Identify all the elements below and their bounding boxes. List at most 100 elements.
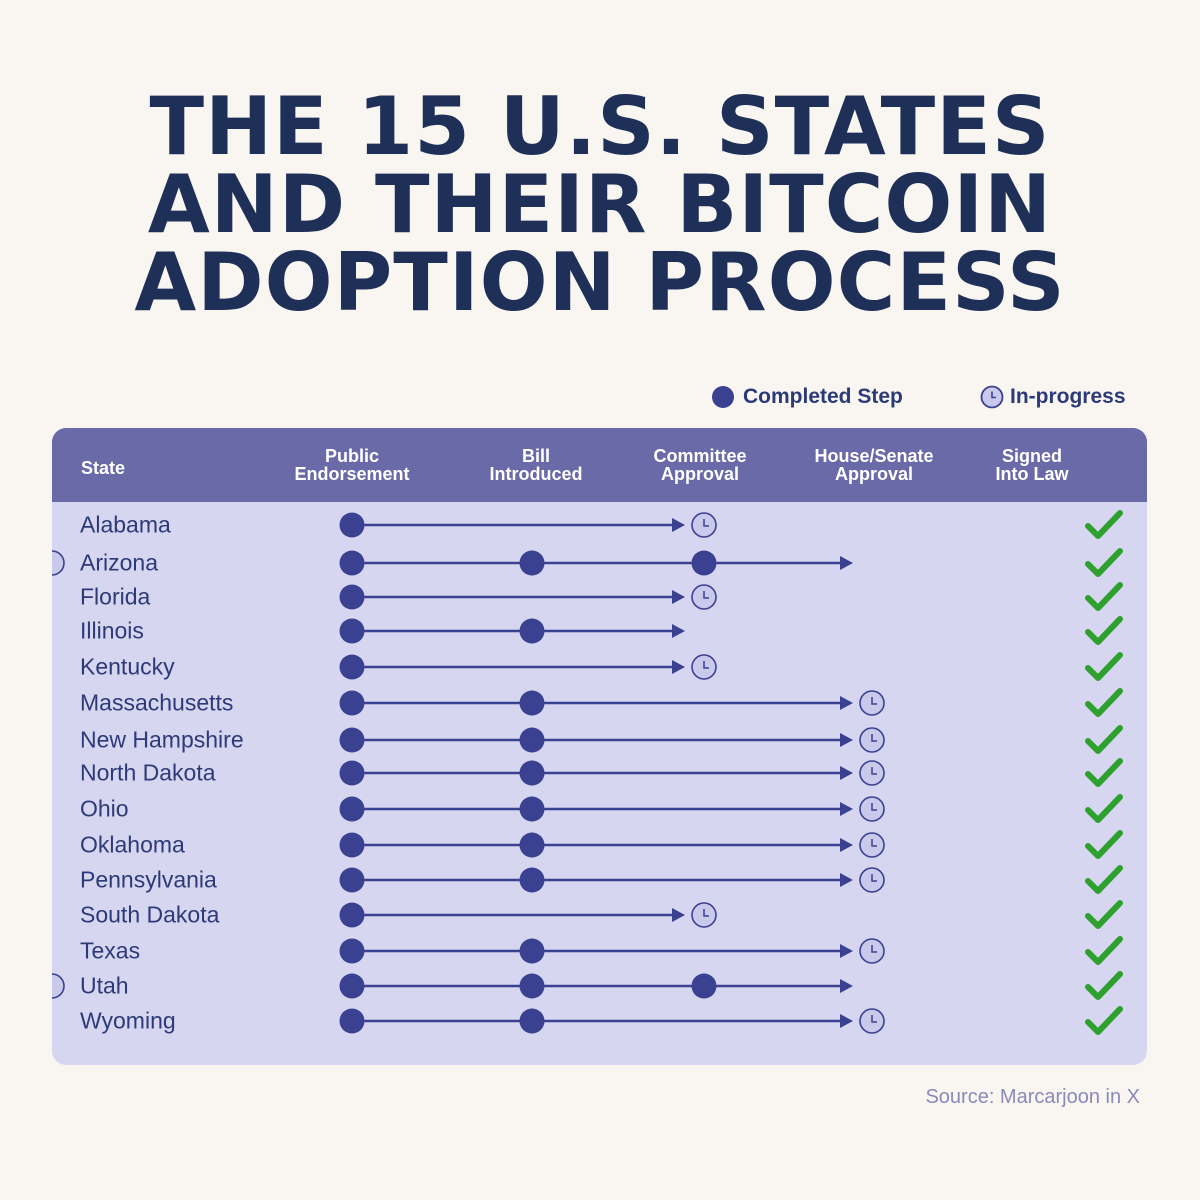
legend-completed-label: Completed Step	[743, 385, 903, 408]
arrow-head	[840, 802, 853, 816]
state-name: Pennsylvania	[80, 866, 217, 893]
clock-icon	[980, 385, 1004, 409]
clock-hands	[703, 909, 709, 917]
header-committee-approval: Committee Approval	[653, 446, 747, 484]
state-name: Illinois	[80, 617, 144, 644]
check-icon	[1085, 830, 1123, 859]
check-icon	[1085, 510, 1123, 539]
state-name: Massachusetts	[80, 689, 234, 716]
state-name: Ohio	[80, 795, 129, 822]
completed-step-dot	[339, 760, 365, 786]
completed-step-dot	[519, 760, 545, 786]
arrow-head	[840, 556, 853, 570]
completed-step-dot	[339, 618, 365, 644]
check-icon	[1085, 548, 1123, 577]
check-icon	[1085, 865, 1123, 894]
arrow-head	[840, 1014, 853, 1028]
state-name: Florida	[80, 583, 151, 610]
legend-in-progress: In-progress	[980, 382, 1126, 412]
completed-step-dot	[339, 654, 365, 680]
header-state: State	[81, 458, 126, 478]
completed-step-dot	[339, 867, 365, 893]
check-icon	[1085, 900, 1123, 929]
clock-icon	[52, 550, 65, 576]
completed-step-dot	[519, 867, 545, 893]
header-bill-introduced: Bill Introduced	[489, 446, 583, 484]
state-name: Wyoming	[80, 1007, 176, 1034]
page-title: THE 15 U.S. STATES AND THEIR BITCOIN ADO…	[0, 80, 1200, 323]
state-name: Oklahoma	[80, 831, 185, 858]
clock-hands	[871, 1015, 877, 1023]
arrow-head	[840, 838, 853, 852]
check-icon	[1085, 652, 1123, 681]
adoption-table: State Public Endorsement Bill Introduced…	[52, 428, 1147, 1065]
completed-step-dot	[339, 796, 365, 822]
table-header: State Public Endorsement Bill Introduced…	[52, 428, 1147, 502]
clock-hands	[703, 591, 709, 599]
completed-step-dot	[519, 1008, 545, 1034]
check-icon	[1085, 971, 1123, 1000]
check-icon	[1085, 1006, 1123, 1035]
check-icon	[1085, 725, 1123, 754]
check-icon	[1085, 936, 1123, 965]
completed-step-dot	[339, 938, 365, 964]
completed-step-dot	[339, 832, 365, 858]
completed-step-dot	[339, 550, 365, 576]
completed-step-dot	[519, 690, 545, 716]
header-signed-into-law: Signed Into Law	[995, 446, 1069, 484]
arrow-head	[672, 660, 685, 674]
check-icon	[1085, 616, 1123, 645]
arrow-head	[840, 944, 853, 958]
clock-hands	[871, 697, 877, 705]
state-name: Alabama	[80, 511, 171, 538]
completed-step-dot	[339, 690, 365, 716]
completed-step-dot	[691, 973, 717, 999]
arrow-head	[672, 590, 685, 604]
completed-step-dot	[519, 973, 545, 999]
state-name: South Dakota	[80, 901, 220, 928]
header-public-endorsement: Public Endorsement	[294, 446, 410, 484]
arrow-head	[672, 908, 685, 922]
completed-step-dot	[339, 1008, 365, 1034]
completed-step-dot	[519, 796, 545, 822]
completed-step-dot	[339, 512, 365, 538]
completed-step-dot	[519, 550, 545, 576]
title-line-2: AND THEIR BITCOIN	[147, 158, 1053, 251]
clock-icon	[52, 973, 65, 999]
title-line-1: THE 15 U.S. STATES	[149, 80, 1051, 173]
legend-in-progress-label: In-progress	[1010, 385, 1126, 408]
arrow-head	[840, 696, 853, 710]
check-icon	[1085, 794, 1123, 823]
clock-hands	[871, 734, 877, 742]
completed-dot-icon	[712, 386, 734, 408]
state-name: Kentucky	[80, 653, 175, 680]
arrow-head	[672, 518, 685, 532]
arrow-head	[840, 766, 853, 780]
progress-marks	[52, 428, 1123, 1035]
legend-completed: Completed Step	[712, 382, 903, 412]
check-icon	[1085, 758, 1123, 787]
completed-step-dot	[519, 727, 545, 753]
state-name: Texas	[80, 937, 141, 964]
clock-hands	[871, 945, 877, 953]
source-note: Source: Marcarjoon in X	[925, 1086, 1140, 1108]
arrow-head	[840, 733, 853, 747]
completed-step-dot	[691, 550, 717, 576]
state-name: Utah	[80, 972, 129, 999]
completed-step-dot	[519, 618, 545, 644]
check-icon	[1085, 688, 1123, 717]
state-name: Arizona	[80, 549, 158, 576]
clock-hands	[871, 874, 877, 882]
clock-hands	[703, 661, 709, 669]
state-name: New Hampshire	[80, 726, 244, 753]
header-house-senate-approval: House/Senate Approval	[814, 446, 934, 484]
completed-step-dot	[339, 973, 365, 999]
completed-step-dot	[339, 584, 365, 610]
completed-step-dot	[519, 938, 545, 964]
clock-hands	[871, 839, 877, 847]
clock-hands	[703, 519, 709, 527]
completed-step-dot	[519, 832, 545, 858]
state-name: North Dakota	[80, 759, 216, 786]
completed-step-dot	[339, 902, 365, 928]
clock-hands	[871, 767, 877, 775]
